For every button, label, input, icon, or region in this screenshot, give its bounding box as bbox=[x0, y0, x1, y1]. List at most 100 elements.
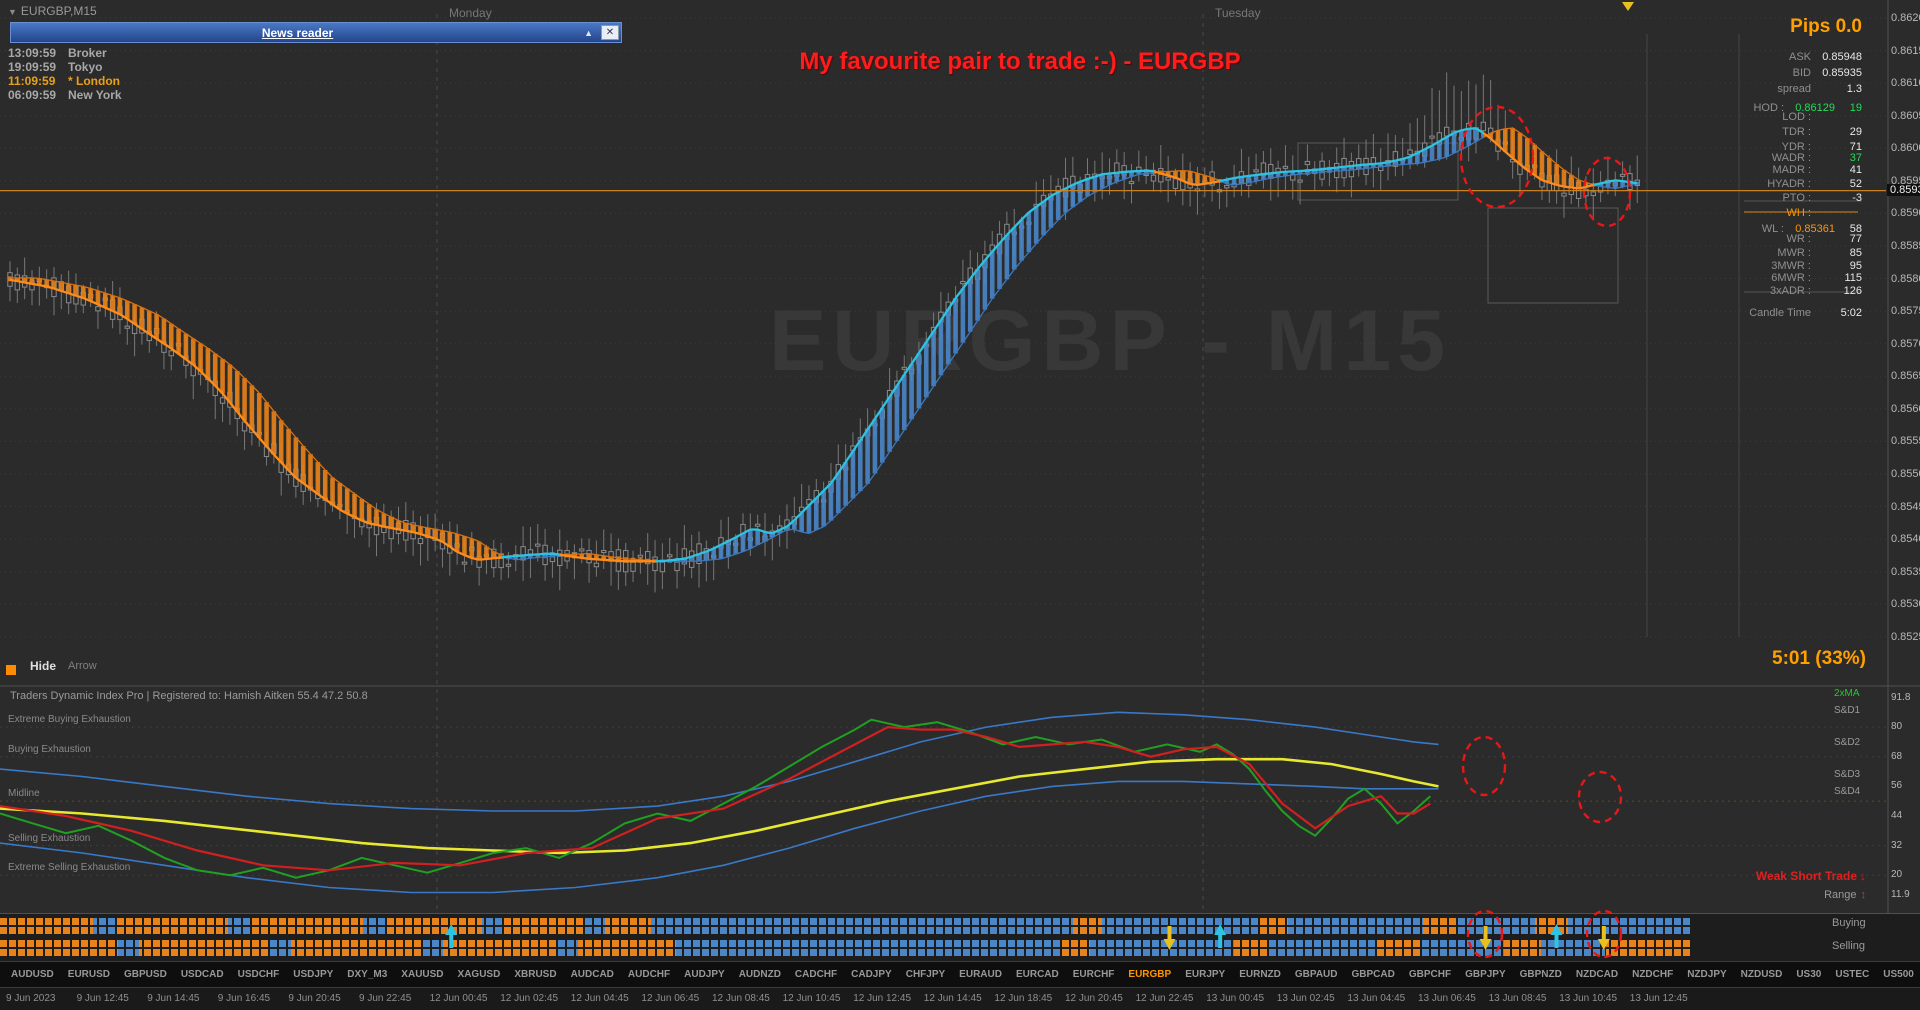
pair-tab-nzdcad[interactable]: NZDCAD bbox=[1575, 969, 1619, 980]
pair-tab-gbpchf[interactable]: GBPCHF bbox=[1408, 969, 1452, 980]
signal-segment bbox=[1568, 916, 1690, 934]
time-axis: 9 Jun 2023 9 Jun 12:45 9 Jun 14:45 9 Jun 16… bbox=[0, 987, 1920, 1010]
price-axis-label: 0.85800 bbox=[1891, 272, 1920, 285]
news-city-name: Broker bbox=[68, 46, 107, 60]
time-axis-label: 12 Jun 00:45 bbox=[429, 993, 488, 1004]
collapse-icon[interactable]: ▲ bbox=[584, 27, 593, 38]
symbol-dropdown-icon[interactable]: ▼ bbox=[8, 7, 17, 17]
pair-tab-xauusd[interactable]: XAUUSD bbox=[401, 969, 444, 980]
pair-tab-xagusd[interactable]: XAGUSD bbox=[457, 969, 501, 980]
stat-extra-value: 58 bbox=[1849, 223, 1862, 235]
stat-row: MWR : 85 bbox=[1692, 247, 1862, 259]
signal-segment bbox=[228, 916, 251, 934]
pair-tab-us30[interactable]: US30 bbox=[1796, 969, 1822, 980]
tdi-level-label: Extreme Selling Exhaustion bbox=[8, 862, 131, 874]
pair-tab-audchf[interactable]: AUDCHF bbox=[627, 969, 671, 980]
news-reader-row: 06:09:59 New York bbox=[8, 88, 122, 102]
pair-tab-eurcad[interactable]: EURCAD bbox=[1015, 969, 1059, 980]
signal-segment bbox=[1456, 916, 1535, 934]
pair-tab-usdchf[interactable]: USDCHF bbox=[237, 969, 280, 980]
hide-button[interactable]: Hide bbox=[30, 659, 57, 673]
stat-row: spread 1.3 bbox=[1692, 83, 1862, 95]
news-city-time: 11:09:59 bbox=[8, 74, 56, 88]
stat-row: Candle Time 5:02 bbox=[1692, 307, 1862, 319]
pair-tab-dxy_m3[interactable]: DXY_M3 bbox=[347, 969, 388, 980]
stat-row: ASK 0.85948 bbox=[1692, 51, 1862, 63]
candle-countdown: 5:01 (33%) bbox=[1772, 648, 1866, 669]
signal-segment bbox=[1534, 916, 1569, 934]
pair-tab-gbpusd[interactable]: GBPUSD bbox=[124, 969, 167, 980]
pair-tab-euraud[interactable]: EURAUD bbox=[959, 969, 1002, 980]
pair-tab-us500[interactable]: US500 bbox=[1883, 969, 1914, 980]
stat-value: 41 bbox=[1849, 164, 1862, 176]
price-axis-label: 0.86150 bbox=[1891, 44, 1920, 57]
pair-tab-cadjpy[interactable]: CADJPY bbox=[851, 969, 892, 980]
signal-segment bbox=[481, 916, 504, 934]
pips-counter: Pips 0.0 bbox=[1790, 16, 1862, 37]
news-city-time: 06:09:59 bbox=[8, 88, 57, 102]
tdi-scale-label: 91.8 bbox=[1891, 692, 1911, 703]
signal-segment bbox=[605, 916, 651, 934]
pair-tab-eurnzd[interactable]: EURNZD bbox=[1239, 969, 1281, 980]
news-city-time: 13:09:59 bbox=[8, 46, 57, 60]
stat-label: 3MWR : bbox=[1771, 260, 1811, 272]
pair-tab-gbpaud[interactable]: GBPAUD bbox=[1294, 969, 1338, 980]
signal-segment bbox=[1422, 916, 1457, 934]
pair-tab-audcad[interactable]: AUDCAD bbox=[570, 969, 614, 980]
pair-tab-audjpy[interactable]: AUDJPY bbox=[684, 969, 725, 980]
stat-row: 3xADR : 126 bbox=[1692, 285, 1862, 297]
time-axis-label: 12 Jun 22:45 bbox=[1135, 993, 1194, 1004]
stat-value: 85 bbox=[1849, 247, 1862, 259]
signal-segment bbox=[138, 938, 271, 956]
pair-tab-audusd[interactable]: AUDUSD bbox=[11, 969, 54, 980]
stat-label: PTO : bbox=[1782, 192, 1811, 204]
pair-tab-eurgbp[interactable]: EURGBP bbox=[1128, 969, 1172, 980]
day-separator-label: Tuesday bbox=[1215, 6, 1261, 20]
pair-tab-nzdusd[interactable]: NZDUSD bbox=[1740, 969, 1783, 980]
stat-value: 71 bbox=[1849, 141, 1862, 153]
tdi-level-label: Midline bbox=[8, 788, 40, 800]
signal-segment bbox=[363, 916, 386, 934]
chart-annotation-text: My favourite pair to trade :-) - EURGBP bbox=[799, 48, 1241, 75]
news-reader-titlebar[interactable]: News reader ▲ ✕ bbox=[10, 22, 622, 43]
price-axis-label: 0.85250 bbox=[1891, 630, 1920, 643]
tdi-scale-label: 11.9 bbox=[1891, 889, 1910, 901]
stat-label: TDR : bbox=[1782, 126, 1811, 138]
tdi-level-label: Buying Exhaustion bbox=[8, 743, 91, 755]
close-icon[interactable]: ✕ bbox=[601, 25, 619, 40]
pair-tab-usdjpy[interactable]: USDJPY bbox=[293, 969, 334, 980]
pair-tab-cadchf[interactable]: CADCHF bbox=[794, 969, 838, 980]
pair-tab-gbpnzd[interactable]: GBPNZD bbox=[1519, 969, 1562, 980]
time-axis-label: 12 Jun 14:45 bbox=[923, 993, 982, 1004]
stat-row: BID 0.85935 bbox=[1692, 67, 1862, 79]
pair-tab-nzdchf[interactable]: NZDCHF bbox=[1632, 969, 1674, 980]
pair-tab-eurjpy[interactable]: EURJPY bbox=[1185, 969, 1226, 980]
stat-value: 0.85935 bbox=[1822, 67, 1862, 79]
pair-tab-ustec[interactable]: USTEC bbox=[1835, 969, 1870, 980]
tdi-scale-label: 44 bbox=[1891, 809, 1903, 821]
pair-tab-gbpjpy[interactable]: GBPJPY bbox=[1465, 969, 1506, 980]
stat-row: WL : 0.85361 58 bbox=[1692, 223, 1862, 235]
stat-label: Candle Time bbox=[1749, 307, 1811, 319]
time-axis-label: 9 Jun 16:45 bbox=[217, 993, 271, 1004]
price-axis-label: 0.86200 bbox=[1891, 12, 1920, 24]
signal-row-label: Buying bbox=[1832, 917, 1866, 929]
stat-row: PTO : -3 bbox=[1692, 192, 1862, 204]
pair-tab-nzdjpy[interactable]: NZDJPY bbox=[1687, 969, 1727, 980]
stat-label: HYADR : bbox=[1767, 178, 1811, 190]
pair-tab-gbpcad[interactable]: GBPCAD bbox=[1351, 969, 1395, 980]
object-anchor-icon[interactable] bbox=[6, 665, 16, 675]
pair-tab-xbrusd[interactable]: XBRUSD bbox=[514, 969, 557, 980]
stat-label: LOD : bbox=[1782, 111, 1811, 123]
pair-tab-audnzd[interactable]: AUDNZD bbox=[738, 969, 781, 980]
stat-label: WL : bbox=[1761, 223, 1784, 235]
pair-tab-eurusd[interactable]: EURUSD bbox=[67, 969, 111, 980]
signal-segment bbox=[1267, 938, 1378, 956]
pair-tab-eurchf[interactable]: EURCHF bbox=[1072, 969, 1115, 980]
pair-tab-chfjpy[interactable]: CHFJPY bbox=[905, 969, 946, 980]
pair-tab-usdcad[interactable]: USDCAD bbox=[180, 969, 224, 980]
scroll-marker-icon[interactable] bbox=[1622, 2, 1634, 11]
chart-watermark: EURGBP - M15 bbox=[768, 293, 1452, 389]
arrow-toggle[interactable]: Arrow bbox=[68, 660, 97, 672]
